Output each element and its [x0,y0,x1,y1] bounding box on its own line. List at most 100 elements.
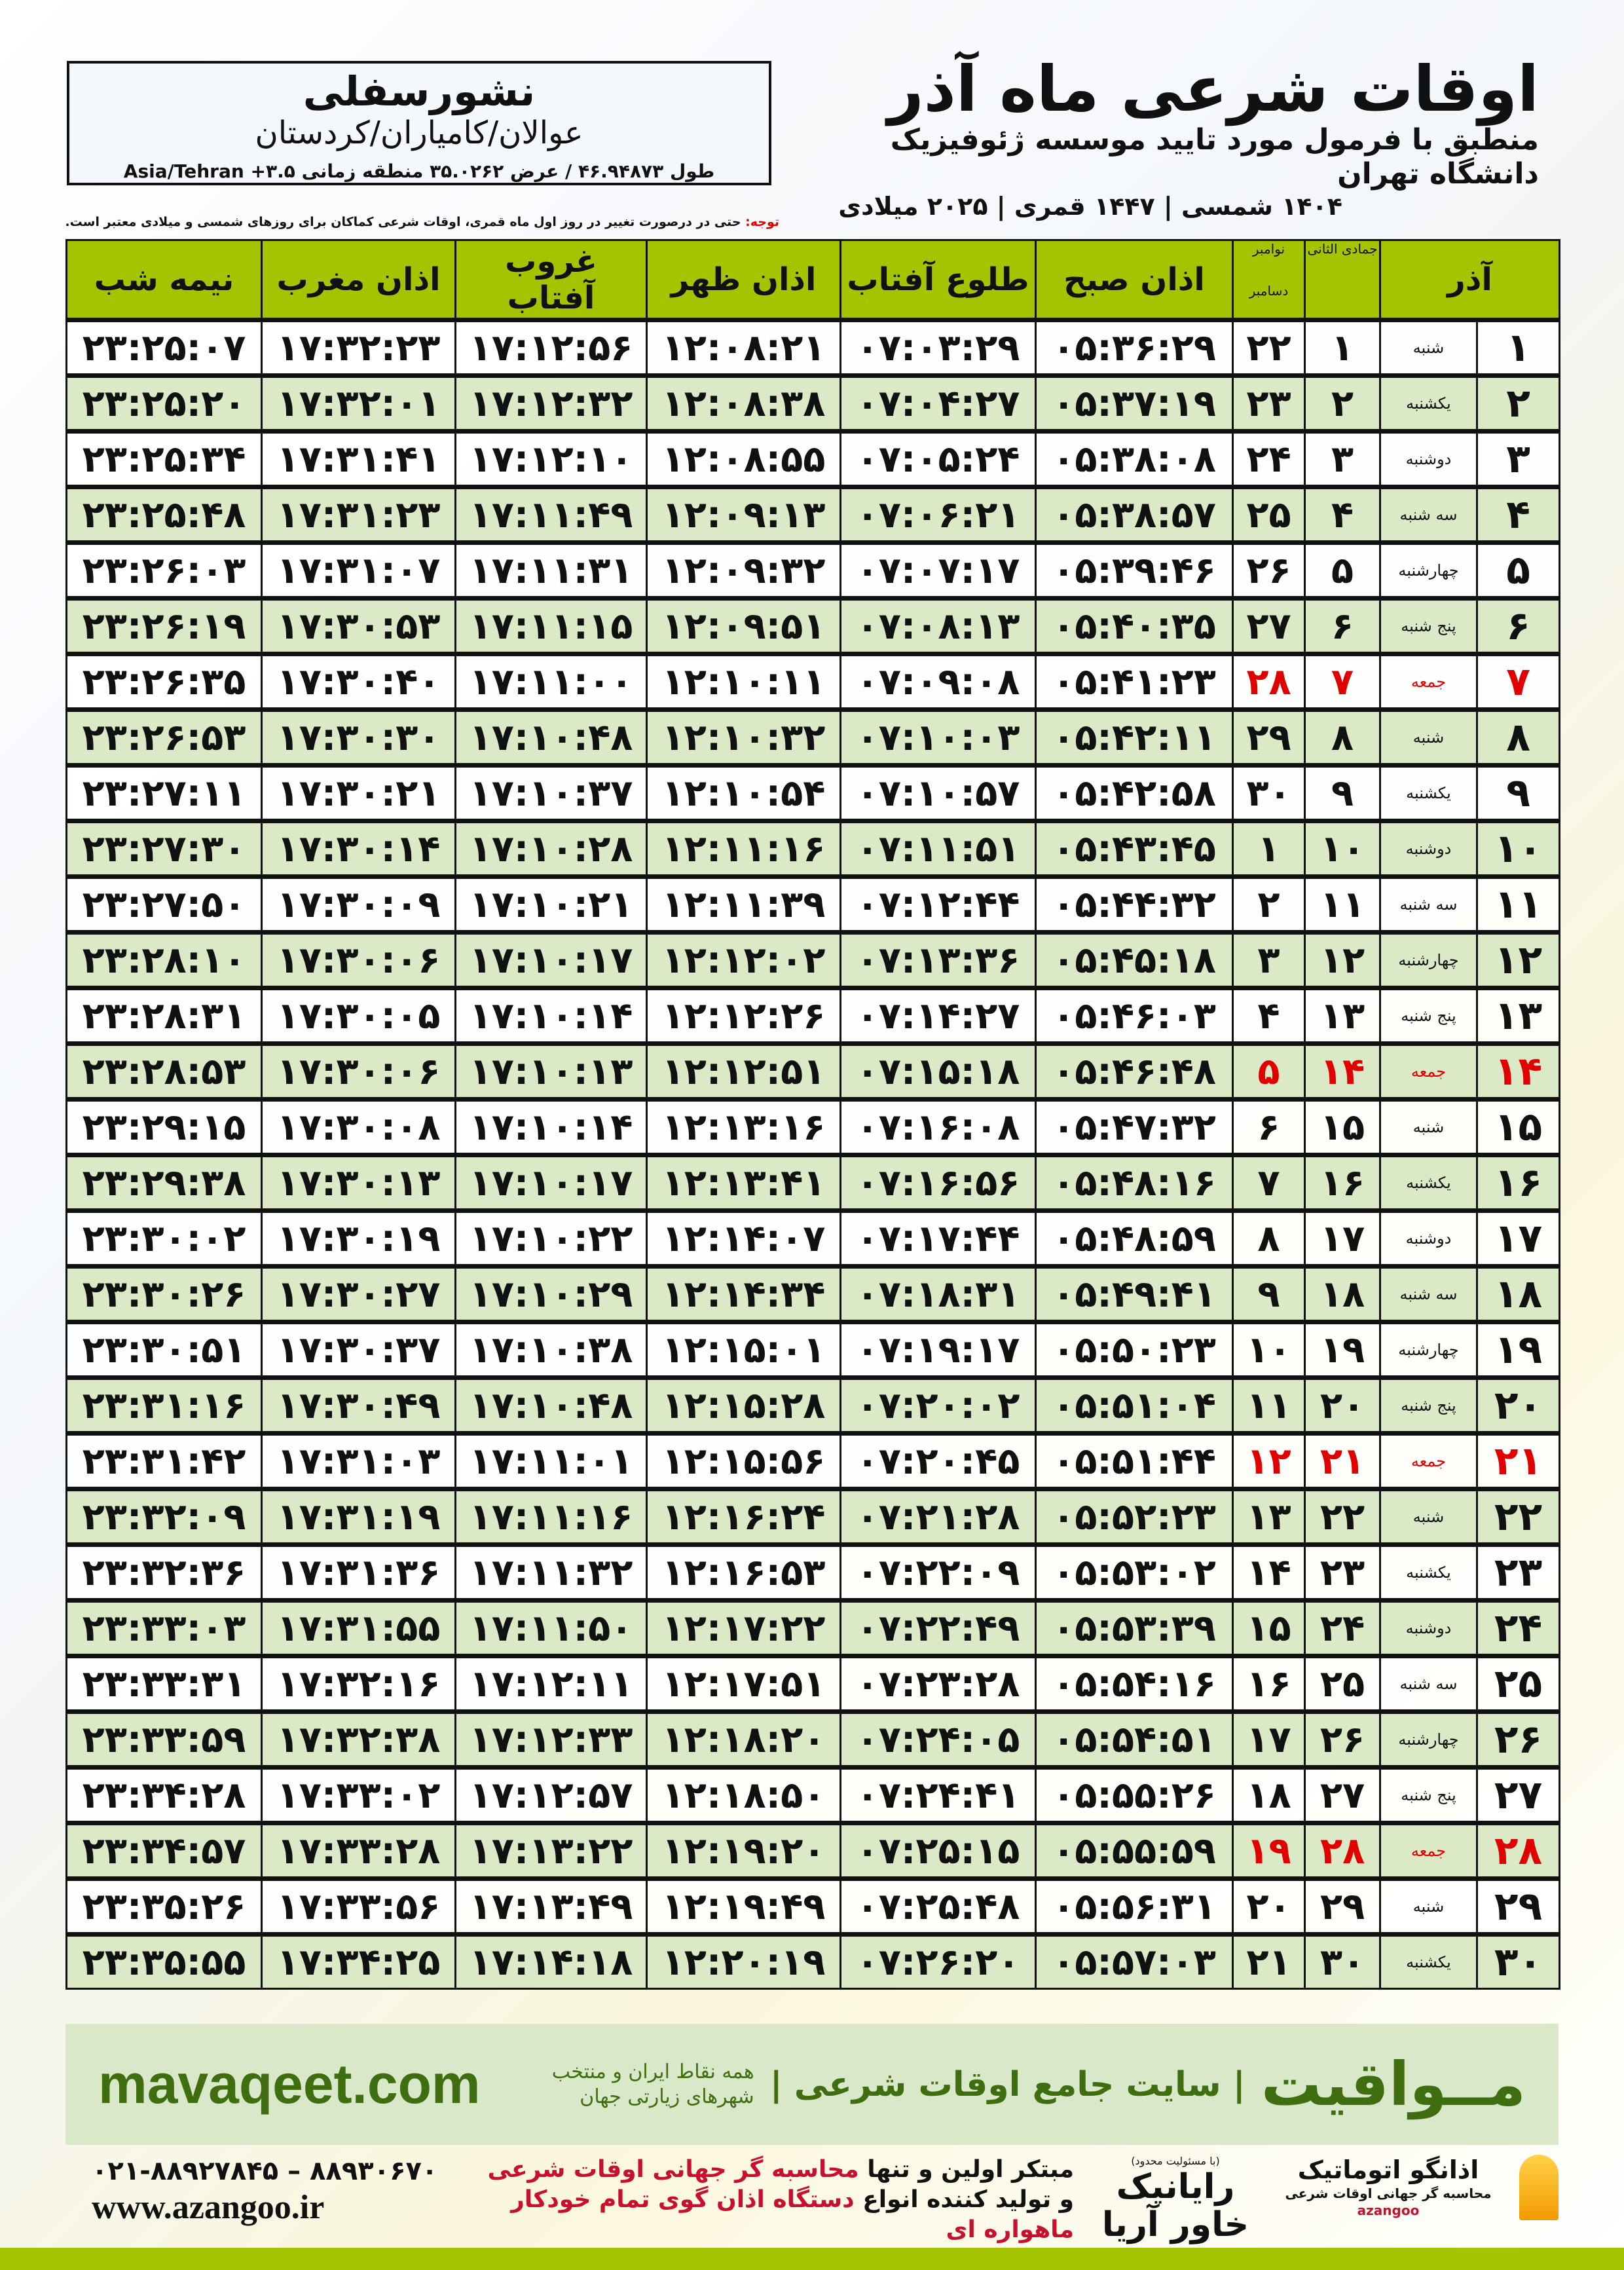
cell-midnight: ۲۳:۳۰:۲۶ [65,1264,263,1323]
cell-dhuhr: ۱۲:۱۴:۳۴ [646,1264,841,1323]
cell-fajr: ۰۵:۵۶:۳۱ [1035,1876,1234,1935]
header-november: نوامبر [1252,241,1285,257]
cell-sunrise: ۰۷:۱۳:۳۶ [840,930,1037,989]
cell-weekday: شنبه [1379,1487,1478,1546]
cell-greg: ۱۰ [1232,1320,1306,1379]
cell-midnight: ۲۳:۳۴:۲۸ [65,1765,263,1824]
cell-dhuhr: ۱۲:۱۰:۳۲ [646,707,841,766]
cell-sunrise: ۰۷:۰۴:۲۷ [840,373,1037,432]
cell-jumada: ۶ [1304,596,1381,655]
cell-midnight: ۲۳:۲۸:۵۳ [65,1041,263,1100]
cell-greg: ۱۵ [1232,1598,1306,1657]
table-row: ۵ چهارشنبه ۵ ۲۶ ۰۵:۳۹:۴۶ ۰۷:۰۷:۱۷ ۱۲:۰۹:۳۲ ۱۷:۱… [65,540,1560,599]
header-sunrise: طلوع آفتاب [840,239,1037,321]
cell-greg: ۱۸ [1232,1765,1306,1824]
cell-sunset: ۱۷:۱۲:۵۶ [454,318,648,377]
rayanik-note: (با مسئولیت محدود) [1131,2155,1220,2167]
cell-weekday: دوشنبه [1379,1208,1478,1267]
mavaqeet-banner: mavaqeet.com مــواقیت | سایت جامع اوقات … [65,2024,1559,2145]
banner-right-group: مــواقیت | سایت جامع اوقات شرعی | همه نق… [500,2049,1526,2119]
cell-dhuhr: ۱۲:۱۱:۱۶ [646,819,841,878]
cell-dhuhr: ۱۲:۰۸:۳۸ [646,373,841,432]
table-row: ۱۴ جمعه ۱۴ ۵ ۰۵:۴۶:۴۸ ۰۷:۱۵:۱۸ ۱۲:۱۲:۵۱ ۱۷:۱۰:۱… [65,1041,1560,1100]
table-header: آذر جمادی الثانی نوامبر دسامبر اذان صبح ط… [65,239,1560,321]
note: توجه: حتی در درصورت تغییر در روز اول ماه… [65,215,779,229]
location-box: نشورسفلی عوالان/کامیاران/کردستان طول ۴۶.… [67,61,771,185]
cell-jumada: ۲۱ [1304,1431,1381,1490]
cell-dhuhr: ۱۲:۱۷:۲۲ [646,1598,841,1657]
table-row: ۱۸ سه شنبه ۱۸ ۹ ۰۵:۴۹:۴۱ ۰۷:۱۸:۳۱ ۱۲:۱۴:۳۴ ۱۷:۱… [65,1264,1560,1323]
contact-block: ۰۲۱-۸۸۹۲۷۸۴۵ – ۸۸۹۳۰۶۷۰ www.azangoo.ir [92,2155,437,2228]
table-row: ۱۲ چهارشنبه ۱۲ ۳ ۰۵:۴۵:۱۸ ۰۷:۱۳:۳۶ ۱۲:۱۲:۰۲ ۱۷:… [65,930,1560,989]
cell-sunset: ۱۷:۱۰:۴۸ [454,1375,648,1434]
cell-maghrib: ۱۷:۳۰:۱۴ [261,819,456,878]
cell-maghrib: ۱۷:۳۲:۲۳ [261,318,456,377]
cell-maghrib: ۱۷:۳۱:۴۱ [261,429,456,488]
cell-greg: ۲۴ [1232,429,1306,488]
cell-weekday: جمعه [1379,1431,1478,1490]
cell-weekday: سه شنبه [1379,1264,1478,1323]
cell-azar: ۱۳ [1476,986,1560,1045]
cell-greg: ۲۰ [1232,1876,1306,1935]
cell-weekday: سه شنبه [1379,485,1478,544]
cell-midnight: ۲۳:۲۸:۳۱ [65,986,263,1045]
cell-jumada: ۹ [1304,763,1381,822]
cell-fajr: ۰۵:۵۳:۰۲ [1035,1542,1234,1601]
cell-fajr: ۰۵:۵۵:۵۹ [1035,1821,1234,1880]
cell-weekday: یکشنبه [1379,373,1478,432]
cell-fajr: ۰۵:۵۱:۰۴ [1035,1375,1234,1434]
table-row: ۸ شنبه ۸ ۲۹ ۰۵:۴۲:۱۱ ۰۷:۱۰:۰۳ ۱۲:۱۰:۳۲ ۱۷:۱۰:۴۸… [65,707,1560,766]
cell-fajr: ۰۵:۵۷:۰۳ [1035,1932,1234,1990]
cell-jumada: ۱۴ [1304,1041,1381,1100]
banner-subtext: همه نقاط ایران و منتخب شهرهای زیارتی جها… [551,2060,754,2108]
cell-midnight: ۲۳:۳۳:۵۹ [65,1709,263,1768]
cell-azar: ۱ [1476,318,1560,377]
cell-jumada: ۸ [1304,707,1381,766]
cell-fajr: ۰۵:۴۲:۵۸ [1035,763,1234,822]
banner-brand-logo: مــواقیت [1261,2049,1526,2119]
cell-greg: ۵ [1232,1041,1306,1100]
table-row: ۱۷ دوشنبه ۱۷ ۸ ۰۵:۴۸:۵۹ ۰۷:۱۷:۴۴ ۱۲:۱۴:۰۷ ۱۷:۱۰… [65,1208,1560,1267]
cell-sunrise: ۰۷:۰۶:۲۱ [840,485,1037,544]
cell-azar: ۱۱ [1476,874,1560,933]
cell-jumada: ۲۹ [1304,1876,1381,1935]
cell-weekday: شنبه [1379,318,1478,377]
cell-greg: ۷ [1232,1153,1306,1212]
cell-fajr: ۰۵:۴۴:۳۲ [1035,874,1234,933]
cell-sunrise: ۰۷:۱۲:۴۴ [840,874,1037,933]
cell-midnight: ۲۳:۲۷:۳۰ [65,819,263,878]
cell-fajr: ۰۵:۴۲:۱۱ [1035,707,1234,766]
cell-maghrib: ۱۷:۳۰:۱۹ [261,1208,456,1267]
cell-maghrib: ۱۷:۳۲:۰۱ [261,373,456,432]
cell-greg: ۶ [1232,1097,1306,1156]
cell-weekday: یکشنبه [1379,1153,1478,1212]
azangoo-website[interactable]: www.azangoo.ir [92,2189,325,2226]
banner-site-link[interactable]: mavaqeet.com [98,2053,481,2115]
cell-sunrise: ۰۷:۱۵:۱۸ [840,1041,1037,1100]
cell-maghrib: ۱۷:۳۰:۰۸ [261,1097,456,1156]
cell-maghrib: ۱۷:۳۳:۵۶ [261,1876,456,1935]
header-midnight: نیمه شب [65,239,263,321]
cell-sunset: ۱۷:۱۰:۱۳ [454,1041,648,1100]
header-greg: نوامبر دسامبر [1232,239,1306,321]
cell-sunset: ۱۷:۱۰:۱۷ [454,1153,648,1212]
table-row: ۱۳ پنج شنبه ۱۳ ۴ ۰۵:۴۶:۰۳ ۰۷:۱۴:۲۷ ۱۲:۱۲:۲۶ ۱۷:… [65,986,1560,1045]
azangoo-logo: اذانگو اتوماتیک محاسبه گر جهانی اوقات شرع… [1277,2155,1500,2219]
location-region: عوالان/کامیاران/کردستان [255,115,583,151]
cell-jumada: ۱۲ [1304,930,1381,989]
cell-sunrise: ۰۷:۱۸:۳۱ [840,1264,1037,1323]
cell-sunrise: ۰۷:۲۲:۴۹ [840,1598,1037,1657]
cell-azar: ۶ [1476,596,1560,655]
cell-jumada: ۱۸ [1304,1264,1381,1323]
cell-dhuhr: ۱۲:۱۸:۵۰ [646,1765,841,1824]
cell-sunrise: ۰۷:۱۱:۵۱ [840,819,1037,878]
cell-sunrise: ۰۷:۲۵:۱۵ [840,1821,1037,1880]
cell-azar: ۸ [1476,707,1560,766]
cell-dhuhr: ۱۲:۰۹:۵۱ [646,596,841,655]
cell-greg: ۱۳ [1232,1487,1306,1546]
cell-azar: ۲۴ [1476,1598,1560,1657]
cell-sunset: ۱۷:۱۰:۲۸ [454,819,648,878]
table-row: ۱۵ شنبه ۱۵ ۶ ۰۵:۴۷:۳۲ ۰۷:۱۶:۰۸ ۱۲:۱۳:۱۶ ۱۷:۱۰:۱… [65,1097,1560,1156]
cell-dhuhr: ۱۲:۰۹:۱۳ [646,485,841,544]
cell-fajr: ۰۵:۳۹:۴۶ [1035,540,1234,599]
